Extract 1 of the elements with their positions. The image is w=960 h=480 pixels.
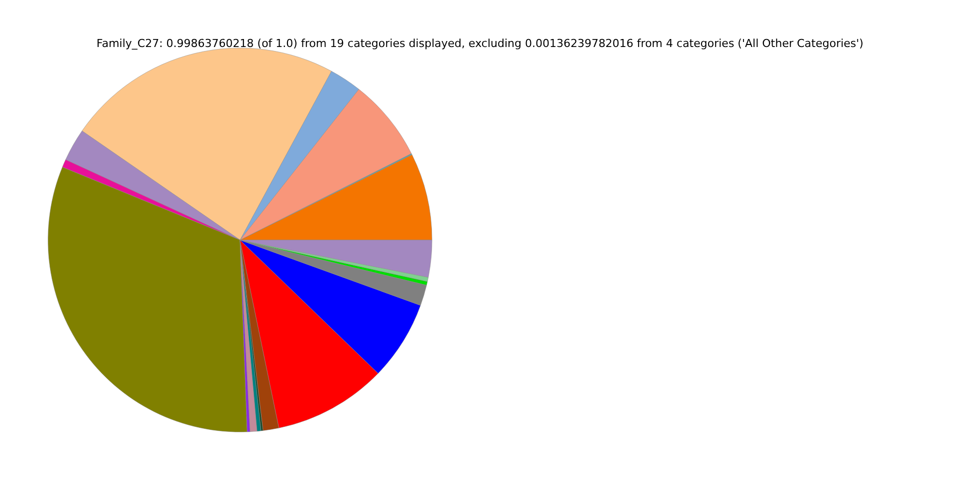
text: Family_C27: 0.99863760218 (of 1.0) from 19 categories displayed, excluding 0.00136239782016 from 4 categories ('All Other Categories'): [96, 37, 864, 50]
